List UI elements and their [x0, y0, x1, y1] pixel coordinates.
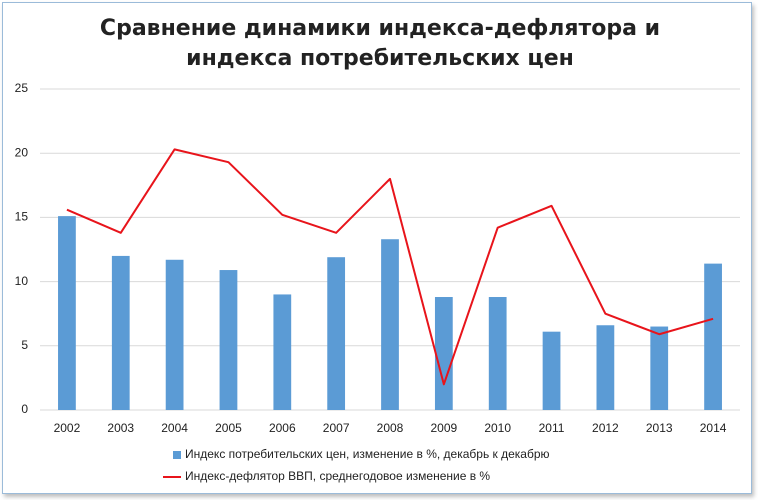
- bar: [596, 325, 615, 410]
- x-tick-label: 2012: [592, 421, 619, 435]
- bar: [488, 297, 507, 410]
- bar: [381, 239, 399, 410]
- x-tick-label: 2009: [430, 421, 457, 435]
- bar: [704, 263, 722, 410]
- bar: [219, 270, 238, 410]
- bar: [650, 326, 669, 410]
- bar: [58, 216, 76, 410]
- legend-label: Индекс потребительских цен, изменение в …: [185, 447, 550, 461]
- bar: [434, 297, 453, 410]
- bar: [111, 255, 130, 410]
- x-tick-label: 2011: [539, 421, 565, 435]
- bar: [327, 257, 346, 410]
- y-tick-label: 10: [15, 274, 29, 288]
- x-tick-label: 2008: [377, 421, 404, 435]
- y-tick-label: 20: [15, 145, 29, 159]
- y-tick-label: 15: [15, 210, 29, 224]
- x-tick-label: 2005: [215, 421, 242, 435]
- chart-title: Сравнение динамики индекса-дефлятора и и…: [99, 16, 661, 71]
- y-tick-label: 0: [21, 402, 28, 416]
- x-tick-label: 2013: [646, 421, 673, 435]
- x-tick-label: 2007: [323, 421, 350, 435]
- y-tick-label: 5: [21, 338, 28, 352]
- legend-swatch: [173, 451, 181, 459]
- x-tick-label: 2006: [269, 421, 296, 435]
- x-tick-label: 2003: [107, 421, 134, 435]
- bar: [273, 294, 292, 410]
- y-tick-label: 25: [15, 81, 29, 95]
- line: [66, 148, 714, 386]
- bar: [542, 331, 561, 410]
- x-tick-label: 2010: [484, 421, 511, 435]
- bar: [165, 259, 184, 410]
- x-tick-label: 2004: [161, 421, 188, 435]
- chart-frame: [2, 2, 752, 494]
- x-tick-label: 2002: [54, 421, 81, 435]
- x-tick-label: 2014: [700, 421, 727, 435]
- legend-label: Индекс-дефлятор ВВП, среднегодовое измен…: [185, 469, 490, 483]
